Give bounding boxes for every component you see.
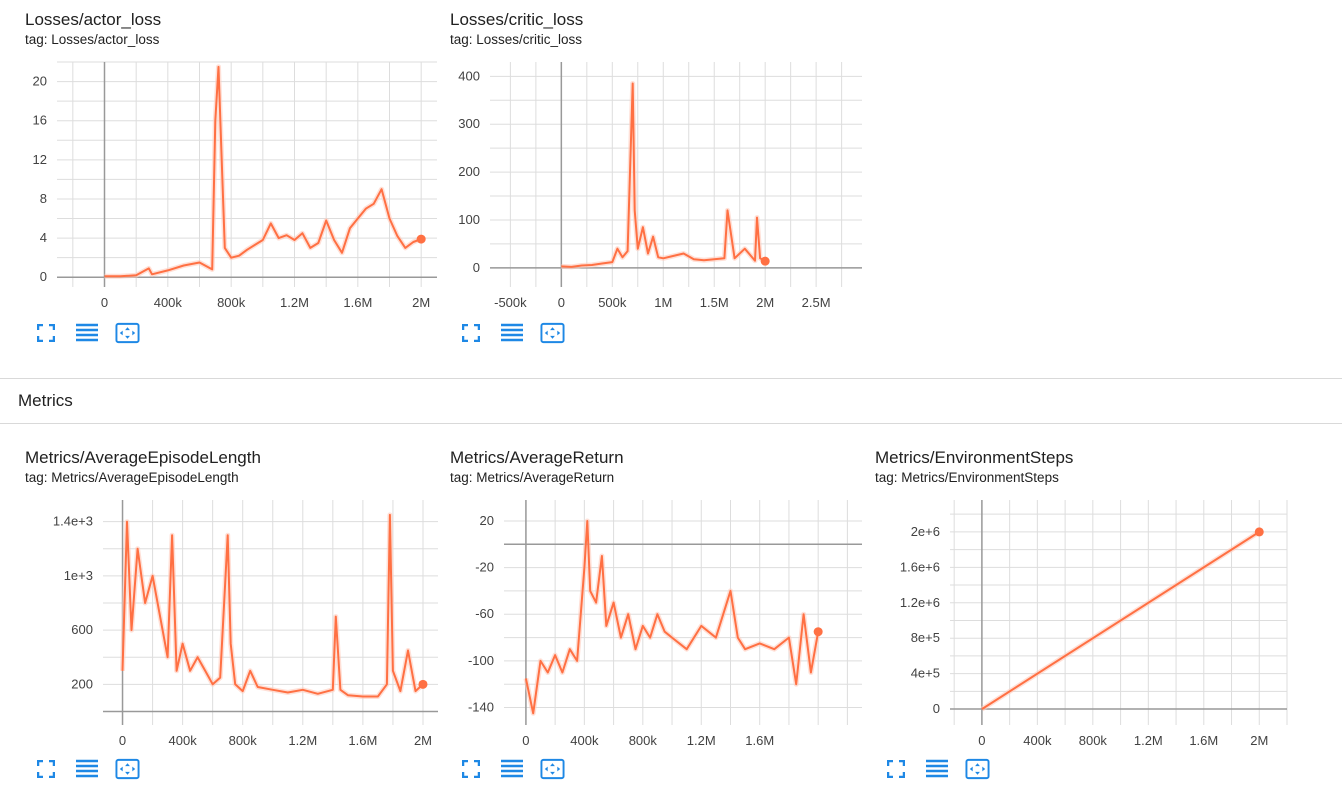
y-tick-label: 300 [458,116,480,131]
x-tick-label: 1.6M [343,295,372,310]
chart-toolbar [458,756,565,781]
fit-domain-icon[interactable] [115,756,140,781]
chart-average-return[interactable]: 0 400k 800k 1.2M 1.6M -140 -100 -60 -20 20 [450,448,870,748]
series-last-point [761,257,770,266]
y-tick-label: 12 [33,152,47,167]
list-icon[interactable] [499,320,524,345]
y-tick-label: 2e+6 [911,524,940,539]
x-tick-label: 400k [570,733,599,748]
x-tick-label: 2M [1250,733,1268,748]
y-tick-label: 4e+5 [911,666,940,681]
list-icon[interactable] [499,756,524,781]
x-tick-label: 1.6M [348,733,377,748]
y-tick-label: -20 [475,560,494,575]
x-tick-label: 1.2M [280,295,309,310]
x-tick-label: 1.6M [745,733,774,748]
x-tick-label: 0 [119,733,126,748]
list-icon[interactable] [924,756,949,781]
fit-domain-icon[interactable] [540,320,565,345]
y-tick-label: 600 [71,622,93,637]
fullscreen-icon[interactable] [458,320,483,345]
fit-domain-icon[interactable] [540,756,565,781]
grid [504,500,862,725]
series-last-point [417,235,426,244]
x-tick-label: 2M [414,733,432,748]
x-tick-label: 2M [412,295,430,310]
fit-domain-icon[interactable] [965,756,990,781]
y-tick-label: 200 [71,676,93,691]
x-tick-label: 500k [598,295,627,310]
chart-toolbar [33,756,140,781]
chart-actor-loss[interactable]: 0 400k 800k 1.2M 1.6M 2M 0 4 8 12 16 20 [25,10,445,310]
chart-card-average-return: Metrics/AverageReturn tag: Metrics/Avera… [450,448,870,788]
chart-critic-loss[interactable]: -500k 0 500k 1M 1.5M 2M 2.5M 0 100 200 300 400 [450,10,870,310]
series-last-point [814,627,823,636]
section-header-metrics[interactable]: Metrics [0,378,1342,424]
y-tick-label: 100 [458,212,480,227]
x-tick-label: 400k [1023,733,1052,748]
x-tick-label: 800k [1079,733,1108,748]
x-tick-label: 800k [229,733,258,748]
x-tick-label: 1.2M [288,733,317,748]
y-tick-label: 1.6e+6 [900,559,940,574]
fullscreen-icon[interactable] [33,320,58,345]
x-tick-label: 0 [522,733,529,748]
chart-card-critic-loss: Losses/critic_loss tag: Losses/critic_lo… [450,10,870,350]
grid [57,62,437,287]
x-tick-label: 2.5M [802,295,831,310]
x-tick-label: 800k [629,733,658,748]
fullscreen-icon[interactable] [458,756,483,781]
list-icon[interactable] [74,756,99,781]
y-tick-label: 0 [933,701,940,716]
chart-environment-steps[interactable]: 0 400k 800k 1.2M 1.6M 2M 0 4e+5 8e+5 1.2e+6 1.6e+6… [875,448,1295,748]
x-tick-label: 0 [978,733,985,748]
fullscreen-icon[interactable] [33,756,58,781]
x-tick-label: 1M [654,295,672,310]
y-tick-label: 200 [458,164,480,179]
x-tick-label: 400k [169,733,198,748]
x-tick-label: 1.2M [1134,733,1163,748]
y-tick-label: 1e+3 [64,568,93,583]
x-tick-label: 800k [217,295,246,310]
section-title: Metrics [18,391,73,411]
y-tick-label: 20 [33,74,47,89]
x-tick-label: -500k [494,295,527,310]
x-tick-label: 1.6M [1189,733,1218,748]
x-tick-label: 0 [101,295,108,310]
y-tick-label: -60 [475,606,494,621]
y-tick-label: -140 [468,700,494,715]
y-tick-label: 1.2e+6 [900,595,940,610]
chart-toolbar [883,756,990,781]
series-last-point [418,680,427,689]
y-tick-label: 4 [40,230,47,245]
y-tick-label: 16 [33,113,47,128]
y-tick-label: 8 [40,191,47,206]
y-tick-label: 1.4e+3 [53,514,93,529]
fullscreen-icon[interactable] [883,756,908,781]
series-last-point [1255,527,1264,536]
chart-card-actor-loss: Losses/actor_loss tag: Losses/actor_loss… [25,10,445,350]
y-tick-label: 8e+5 [911,630,940,645]
chart-toolbar [458,320,565,345]
chart-average-episode-length[interactable]: 0 400k 800k 1.2M 1.6M 2M 200 600 1e+3 1.4e+3 [25,448,445,748]
y-tick-label: 0 [40,269,47,284]
list-icon[interactable] [74,320,99,345]
grid [950,500,1287,725]
chart-toolbar [33,320,140,345]
y-tick-label: -100 [468,653,494,668]
x-tick-label: 2M [756,295,774,310]
chart-card-average-episode-length: Metrics/AverageEpisodeLength tag: Metric… [25,448,445,788]
y-tick-label: 400 [458,68,480,83]
chart-card-environment-steps: Metrics/EnvironmentSteps tag: Metrics/En… [875,448,1295,788]
x-tick-label: 400k [154,295,183,310]
x-tick-label: 0 [558,295,565,310]
fit-domain-icon[interactable] [115,320,140,345]
y-tick-label: 0 [473,260,480,275]
x-tick-label: 1.5M [700,295,729,310]
y-tick-label: 20 [480,513,494,528]
x-tick-label: 1.2M [687,733,716,748]
